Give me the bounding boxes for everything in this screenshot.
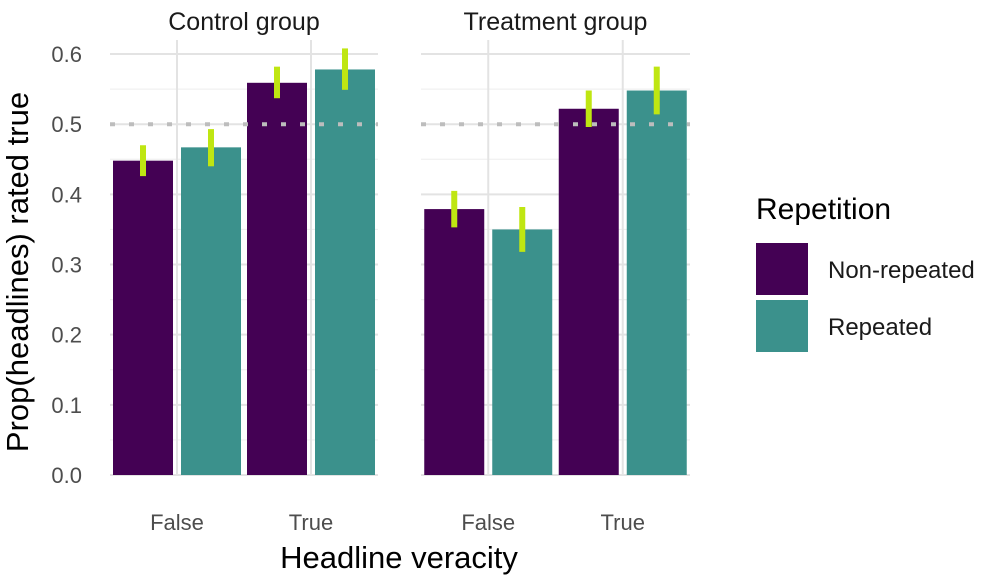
bar	[181, 147, 241, 475]
y-axis: 0.0 0.1 0.2 0.3 0.4 0.5 0.6	[51, 42, 82, 488]
y-tick-label: 0.4	[51, 182, 82, 207]
bar	[626, 90, 687, 476]
y-tick-label: 0.3	[51, 253, 82, 278]
bar	[424, 209, 485, 475]
y-tick-label: 0.1	[51, 393, 82, 418]
legend-item: Repeated	[756, 300, 932, 352]
legend-swatch	[756, 300, 808, 352]
facet-label: Control group	[168, 8, 319, 36]
y-tick-label: 0.2	[51, 323, 82, 348]
legend-label: Non-repeated	[828, 257, 975, 284]
bar	[315, 69, 375, 475]
y-tick-label: 0.5	[51, 112, 82, 137]
x-tick-label: True	[289, 510, 333, 535]
bar	[558, 108, 619, 476]
legend-label: Repeated	[828, 314, 932, 341]
bar	[247, 82, 307, 475]
bar	[492, 229, 553, 475]
x-tick-label: False	[461, 510, 515, 535]
legend: Repetition Non-repeated Repeated	[756, 193, 975, 352]
legend-items: Non-repeated Repeated	[756, 243, 975, 352]
bar	[113, 160, 173, 475]
facet-label: Treatment group	[464, 8, 648, 36]
legend-title: Repetition	[756, 193, 891, 226]
y-tick-label: 0.0	[51, 463, 82, 488]
x-tick-label: False	[150, 510, 204, 535]
x-axis-title: Headline veracity	[280, 540, 518, 575]
facet-panel: Treatment group False True	[421, 8, 690, 535]
legend-item: Non-repeated	[756, 243, 975, 295]
legend-swatch	[756, 243, 808, 295]
facet-panel: Control group False True	[110, 8, 378, 535]
y-tick-label: 0.6	[51, 42, 82, 67]
y-axis-title: Prop(headlines) rated true	[0, 92, 35, 452]
facet-panels: Control group False True Treatment group Fal…	[110, 8, 690, 535]
x-tick-label: True	[601, 510, 645, 535]
